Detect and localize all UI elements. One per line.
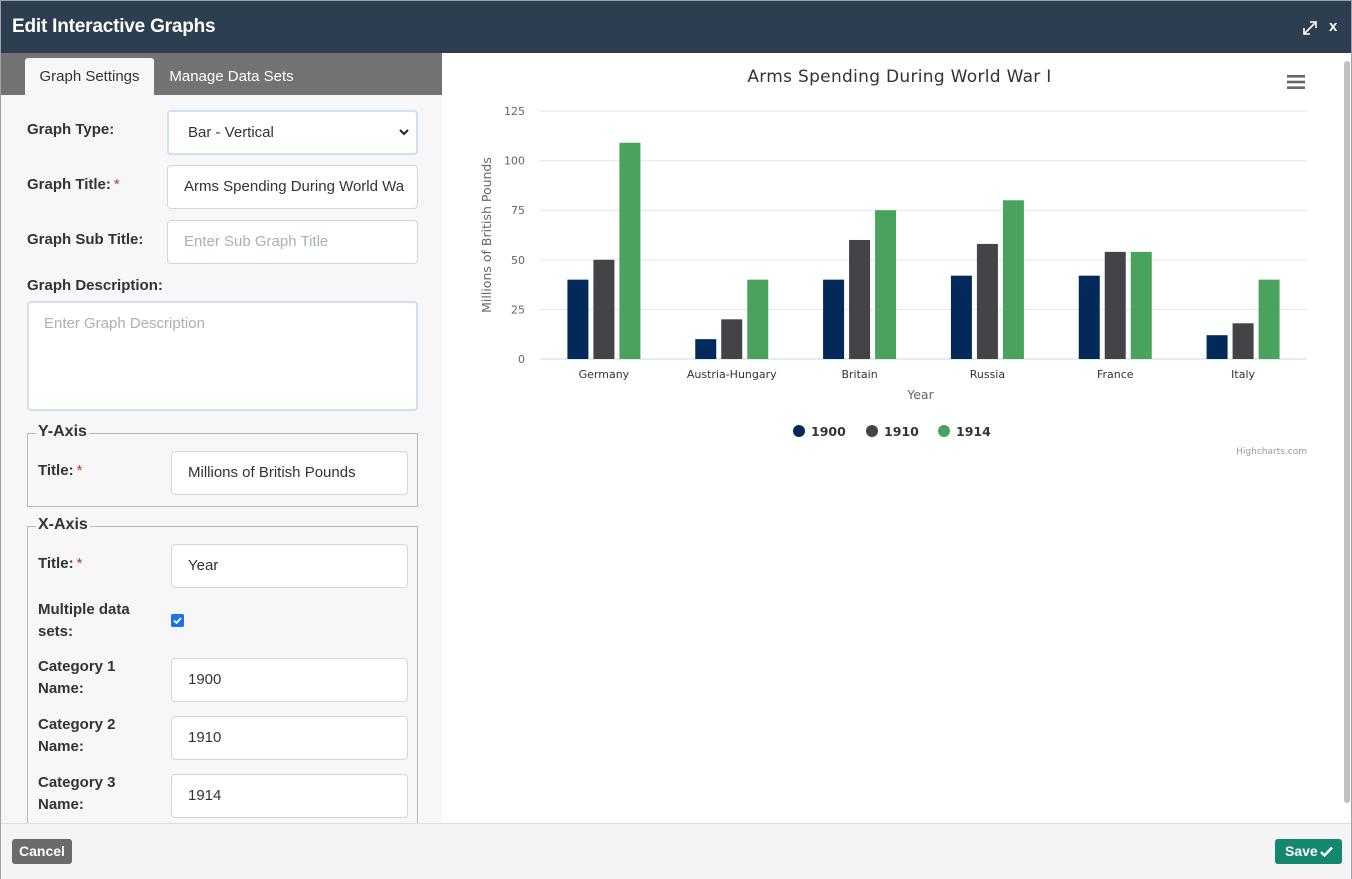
bar	[593, 259, 615, 359]
save-button-label: Save	[1285, 843, 1318, 859]
bar	[823, 279, 845, 359]
legend-item: 1900	[811, 424, 846, 439]
scrollbar[interactable]	[1343, 53, 1351, 823]
chart-preview: Arms Spending During World War I 0 25 50 75 1…	[442, 53, 1342, 823]
y-axis-title-input[interactable]: Millions of British Pounds	[171, 451, 408, 495]
y-tick-label: 125	[504, 105, 525, 118]
multiple-data-sets-checkbox[interactable]	[171, 614, 184, 627]
y-axis-legend: Y-Axis	[36, 423, 89, 441]
multiple-label-line1: Multiple data	[38, 601, 130, 618]
multiple-label-line2: sets:	[38, 623, 74, 640]
x-tick-label: Austria-Hungary	[687, 368, 777, 381]
graph-title-input[interactable]: Arms Spending During World Wa	[167, 165, 418, 209]
bar	[567, 279, 589, 359]
x-axis-legend: X-Axis	[36, 516, 90, 534]
bar	[1002, 200, 1024, 359]
bar	[950, 275, 972, 359]
y-tick-label: 25	[511, 303, 525, 316]
x-axis-title-input[interactable]: Year	[171, 544, 408, 588]
bar	[875, 210, 897, 359]
category-3-input[interactable]: 1914	[171, 774, 408, 818]
dialog-footer: Cancel Save	[1, 823, 1351, 879]
y-axis-title-label-text: Title:	[38, 462, 74, 479]
x-axis-group	[27, 526, 418, 823]
bar	[1104, 251, 1126, 359]
chart-credits: Highcharts.com	[1236, 447, 1307, 457]
bar	[747, 279, 769, 359]
category-1-input[interactable]: 1900	[171, 658, 408, 702]
graph-description-label: Graph Description:	[27, 277, 163, 294]
category-3-label-line1: Category 3	[38, 774, 116, 791]
category-1-label-line2: Name:	[38, 680, 84, 697]
category-3-label-line2: Name:	[38, 796, 84, 813]
checkmark-icon	[1320, 846, 1333, 857]
dialog-header: Edit Interactive Graphs x	[1, 1, 1351, 53]
y-axis-title: Millions of British Pounds	[479, 157, 494, 313]
bar	[721, 319, 743, 359]
chart-title: Arms Spending During World War I	[747, 67, 1051, 87]
expand-icon[interactable]	[1301, 19, 1319, 37]
close-button[interactable]: x	[1329, 18, 1338, 35]
multiple-data-sets-label: Multiple data sets:	[38, 599, 130, 643]
graph-description-textarea[interactable]: Enter Graph Description	[27, 301, 418, 411]
graph-title-label-text: Graph Title:	[27, 176, 111, 193]
y-tick-label: 0	[518, 353, 525, 366]
y-axis-group	[27, 433, 418, 507]
required-mark: *	[76, 462, 83, 479]
y-tick-label: 50	[511, 254, 525, 267]
x-tick-label: Italy	[1231, 368, 1255, 381]
x-axis-title-label: Title: *	[38, 553, 82, 575]
y-tick-label: 100	[504, 155, 525, 168]
bar	[1258, 279, 1280, 359]
bar	[1130, 251, 1152, 359]
x-tick-label: France	[1097, 368, 1134, 381]
bar	[1206, 335, 1228, 359]
category-3-label: Category 3 Name:	[38, 772, 116, 816]
legend-marker	[938, 425, 950, 437]
bar	[695, 339, 717, 359]
category-1-label: Category 1 Name:	[38, 656, 116, 700]
required-mark: *	[113, 176, 120, 193]
graph-type-value: Bar - Vertical	[188, 124, 274, 141]
x-tick-label: Germany	[579, 368, 630, 381]
tab-bar: Graph Settings Manage Data Sets	[1, 53, 442, 95]
x-tick-label: Russia	[970, 368, 1005, 381]
graph-title-label: Graph Title: *	[27, 174, 120, 196]
chart-svg: Arms Spending During World War I 0 25 50 75 1…	[479, 67, 1307, 457]
bar	[619, 142, 641, 359]
category-2-label: Category 2 Name:	[38, 714, 116, 758]
graph-type-label: Graph Type:	[27, 121, 115, 138]
dialog-title: Edit Interactive Graphs	[12, 16, 216, 37]
bar	[1232, 323, 1254, 359]
graph-subtitle-label: Graph Sub Title:	[27, 231, 144, 248]
legend-item: 1910	[884, 424, 919, 439]
graph-type-select[interactable]: Bar - Vertical	[167, 110, 418, 155]
legend-marker	[793, 425, 805, 437]
bar	[849, 239, 871, 359]
settings-panel: Graph Settings Manage Data Sets Graph Ty…	[1, 53, 442, 823]
category-2-label-line1: Category 2	[38, 716, 116, 733]
x-axis-title: Year	[906, 387, 934, 402]
cancel-button[interactable]: Cancel	[12, 839, 72, 864]
tab-manage-data-sets[interactable]: Manage Data Sets	[169, 68, 294, 85]
bar	[976, 243, 998, 359]
save-button[interactable]: Save	[1275, 839, 1342, 864]
legend-marker	[866, 425, 878, 437]
chevron-down-icon	[399, 129, 409, 136]
legend-item: 1914	[956, 424, 991, 439]
category-1-label-line1: Category 1	[38, 658, 116, 675]
required-mark: *	[76, 555, 83, 572]
y-axis-title-label: Title: *	[38, 460, 82, 482]
category-2-input[interactable]: 1910	[171, 716, 408, 760]
bar	[1078, 275, 1100, 359]
x-tick-label: Britain	[841, 368, 877, 381]
graph-subtitle-input[interactable]: Enter Sub Graph Title	[167, 220, 418, 264]
scrollbar-thumb[interactable]	[1344, 61, 1350, 803]
x-axis-title-label-text: Title:	[38, 555, 74, 572]
chart-menu-icon[interactable]	[1287, 75, 1305, 89]
category-2-label-line2: Name:	[38, 738, 84, 755]
y-tick-label: 75	[511, 204, 525, 217]
tab-graph-settings[interactable]: Graph Settings	[25, 58, 154, 95]
